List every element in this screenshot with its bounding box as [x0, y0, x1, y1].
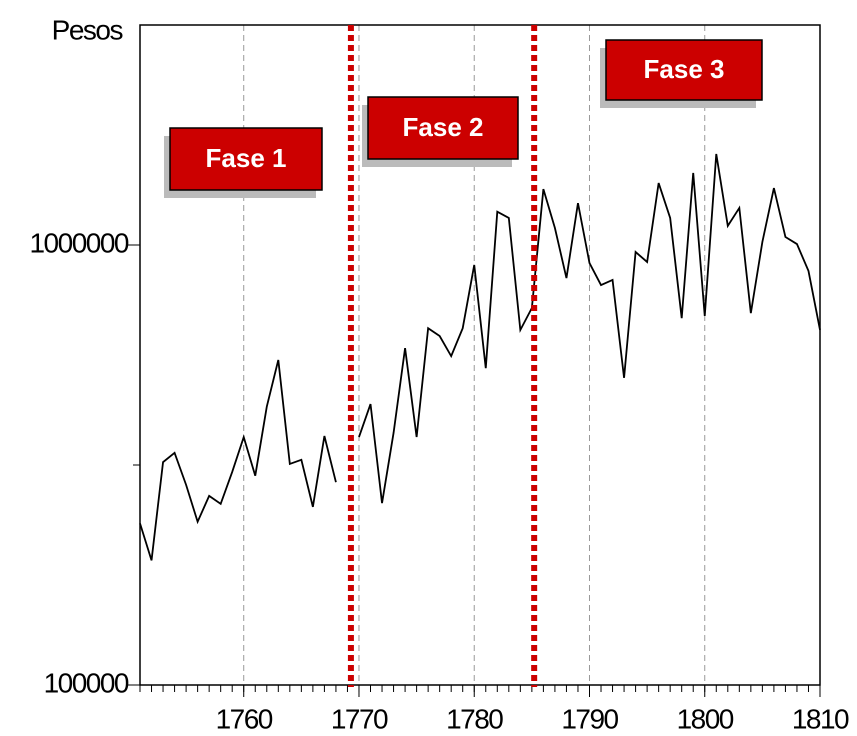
x-tick-label: 1810: [792, 703, 849, 734]
x-tick-label: 1770: [331, 703, 388, 734]
y-tick-label: 1000000: [29, 227, 128, 258]
annotation-label: Fase 1: [206, 143, 287, 173]
y-axis-label: Pesos: [52, 14, 123, 45]
plot-frame: [139, 24, 821, 686]
x-tick-label: 1780: [446, 703, 503, 734]
x-tick-label: 1800: [677, 703, 734, 734]
annotation-label: Fase 2: [403, 112, 484, 142]
annotation-label: Fase 3: [644, 54, 725, 84]
annotation-box: [605, 39, 763, 101]
x-tick-label: 1790: [561, 703, 618, 734]
data-line: [139, 153, 821, 561]
annotation-box: [367, 96, 519, 160]
y-tick-label: 100000: [44, 667, 129, 698]
annotation-box: [169, 127, 323, 191]
x-tick-label: 1760: [216, 703, 273, 734]
